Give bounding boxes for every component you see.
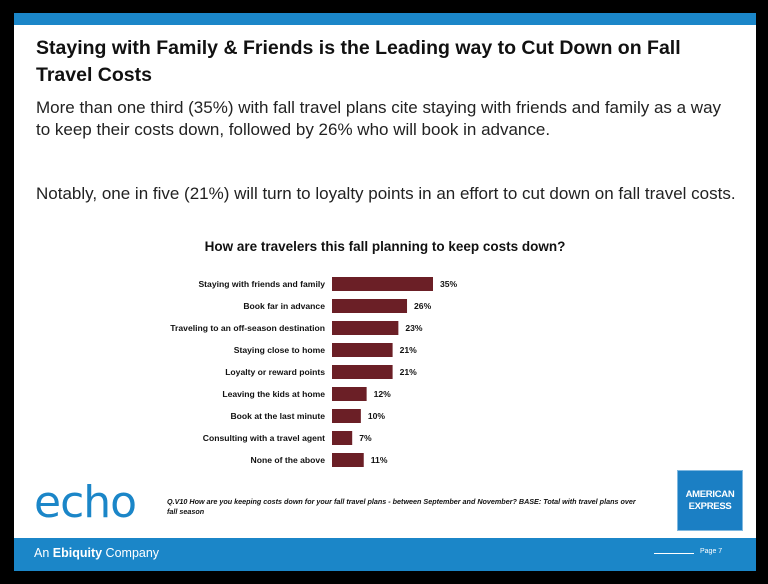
company-tagline: An Ebiquity Company (34, 546, 159, 560)
amex-logo-line1: AMERICAN (685, 488, 735, 500)
category-label: Staying with friends and family (198, 279, 325, 289)
american-express-logo: AMERICAN EXPRESS (677, 470, 743, 531)
bar (332, 299, 408, 313)
value-label: 21% (400, 345, 418, 355)
value-label: 35% (440, 279, 458, 289)
category-label: Staying close to home (234, 345, 325, 355)
summary-paragraph-2: Notably, one in five (21%) will turn to … (36, 184, 736, 203)
bar (332, 431, 353, 445)
top-accent-bar (14, 13, 756, 25)
category-label: Consulting with a travel agent (203, 433, 325, 443)
company-name: Ebiquity (52, 546, 103, 560)
value-label: 26% (414, 301, 432, 311)
chart-title: How are travelers this fall planning to … (204, 239, 566, 254)
category-label: Leaving the kids at home (222, 389, 325, 399)
summary-paragraph-1: More than one third (35%) with fall trav… (36, 98, 722, 139)
value-label: 11% (371, 455, 388, 465)
category-label: None of the above (251, 455, 326, 465)
value-label: 7% (359, 433, 372, 443)
bar (332, 343, 393, 357)
category-label: Book at the last minute (230, 411, 325, 421)
category-label: Loyalty or reward points (225, 367, 325, 377)
bar (332, 387, 367, 401)
company-prefix: An (34, 546, 53, 560)
bar (332, 321, 399, 335)
company-suffix: Company (102, 546, 160, 560)
page-divider (654, 553, 694, 554)
value-label: 12% (374, 389, 392, 399)
value-label: 23% (405, 323, 423, 333)
bar (332, 453, 364, 467)
footnote: Q.V10 How are you keeping costs down for… (167, 497, 636, 516)
slide-title: Staying with Family & Friends is the Lea… (36, 37, 681, 86)
category-label: Traveling to an off-season destination (170, 323, 325, 333)
bar-chart: Staying with friends and family 35% Book f… (170, 277, 458, 467)
amex-logo-line2: EXPRESS (688, 500, 732, 512)
value-label: 21% (400, 367, 418, 377)
value-label: 10% (368, 411, 386, 421)
category-label: Book far in advance (243, 301, 325, 311)
bar (332, 409, 361, 423)
footer-bar: An Ebiquity Company Page 7 (14, 538, 756, 571)
bar (332, 365, 393, 379)
echo-logo: echo (34, 477, 137, 528)
bar (332, 277, 433, 291)
slide: Staying with Family & Friends is the Lea… (14, 13, 756, 571)
page-number: Page 7 (700, 548, 723, 555)
